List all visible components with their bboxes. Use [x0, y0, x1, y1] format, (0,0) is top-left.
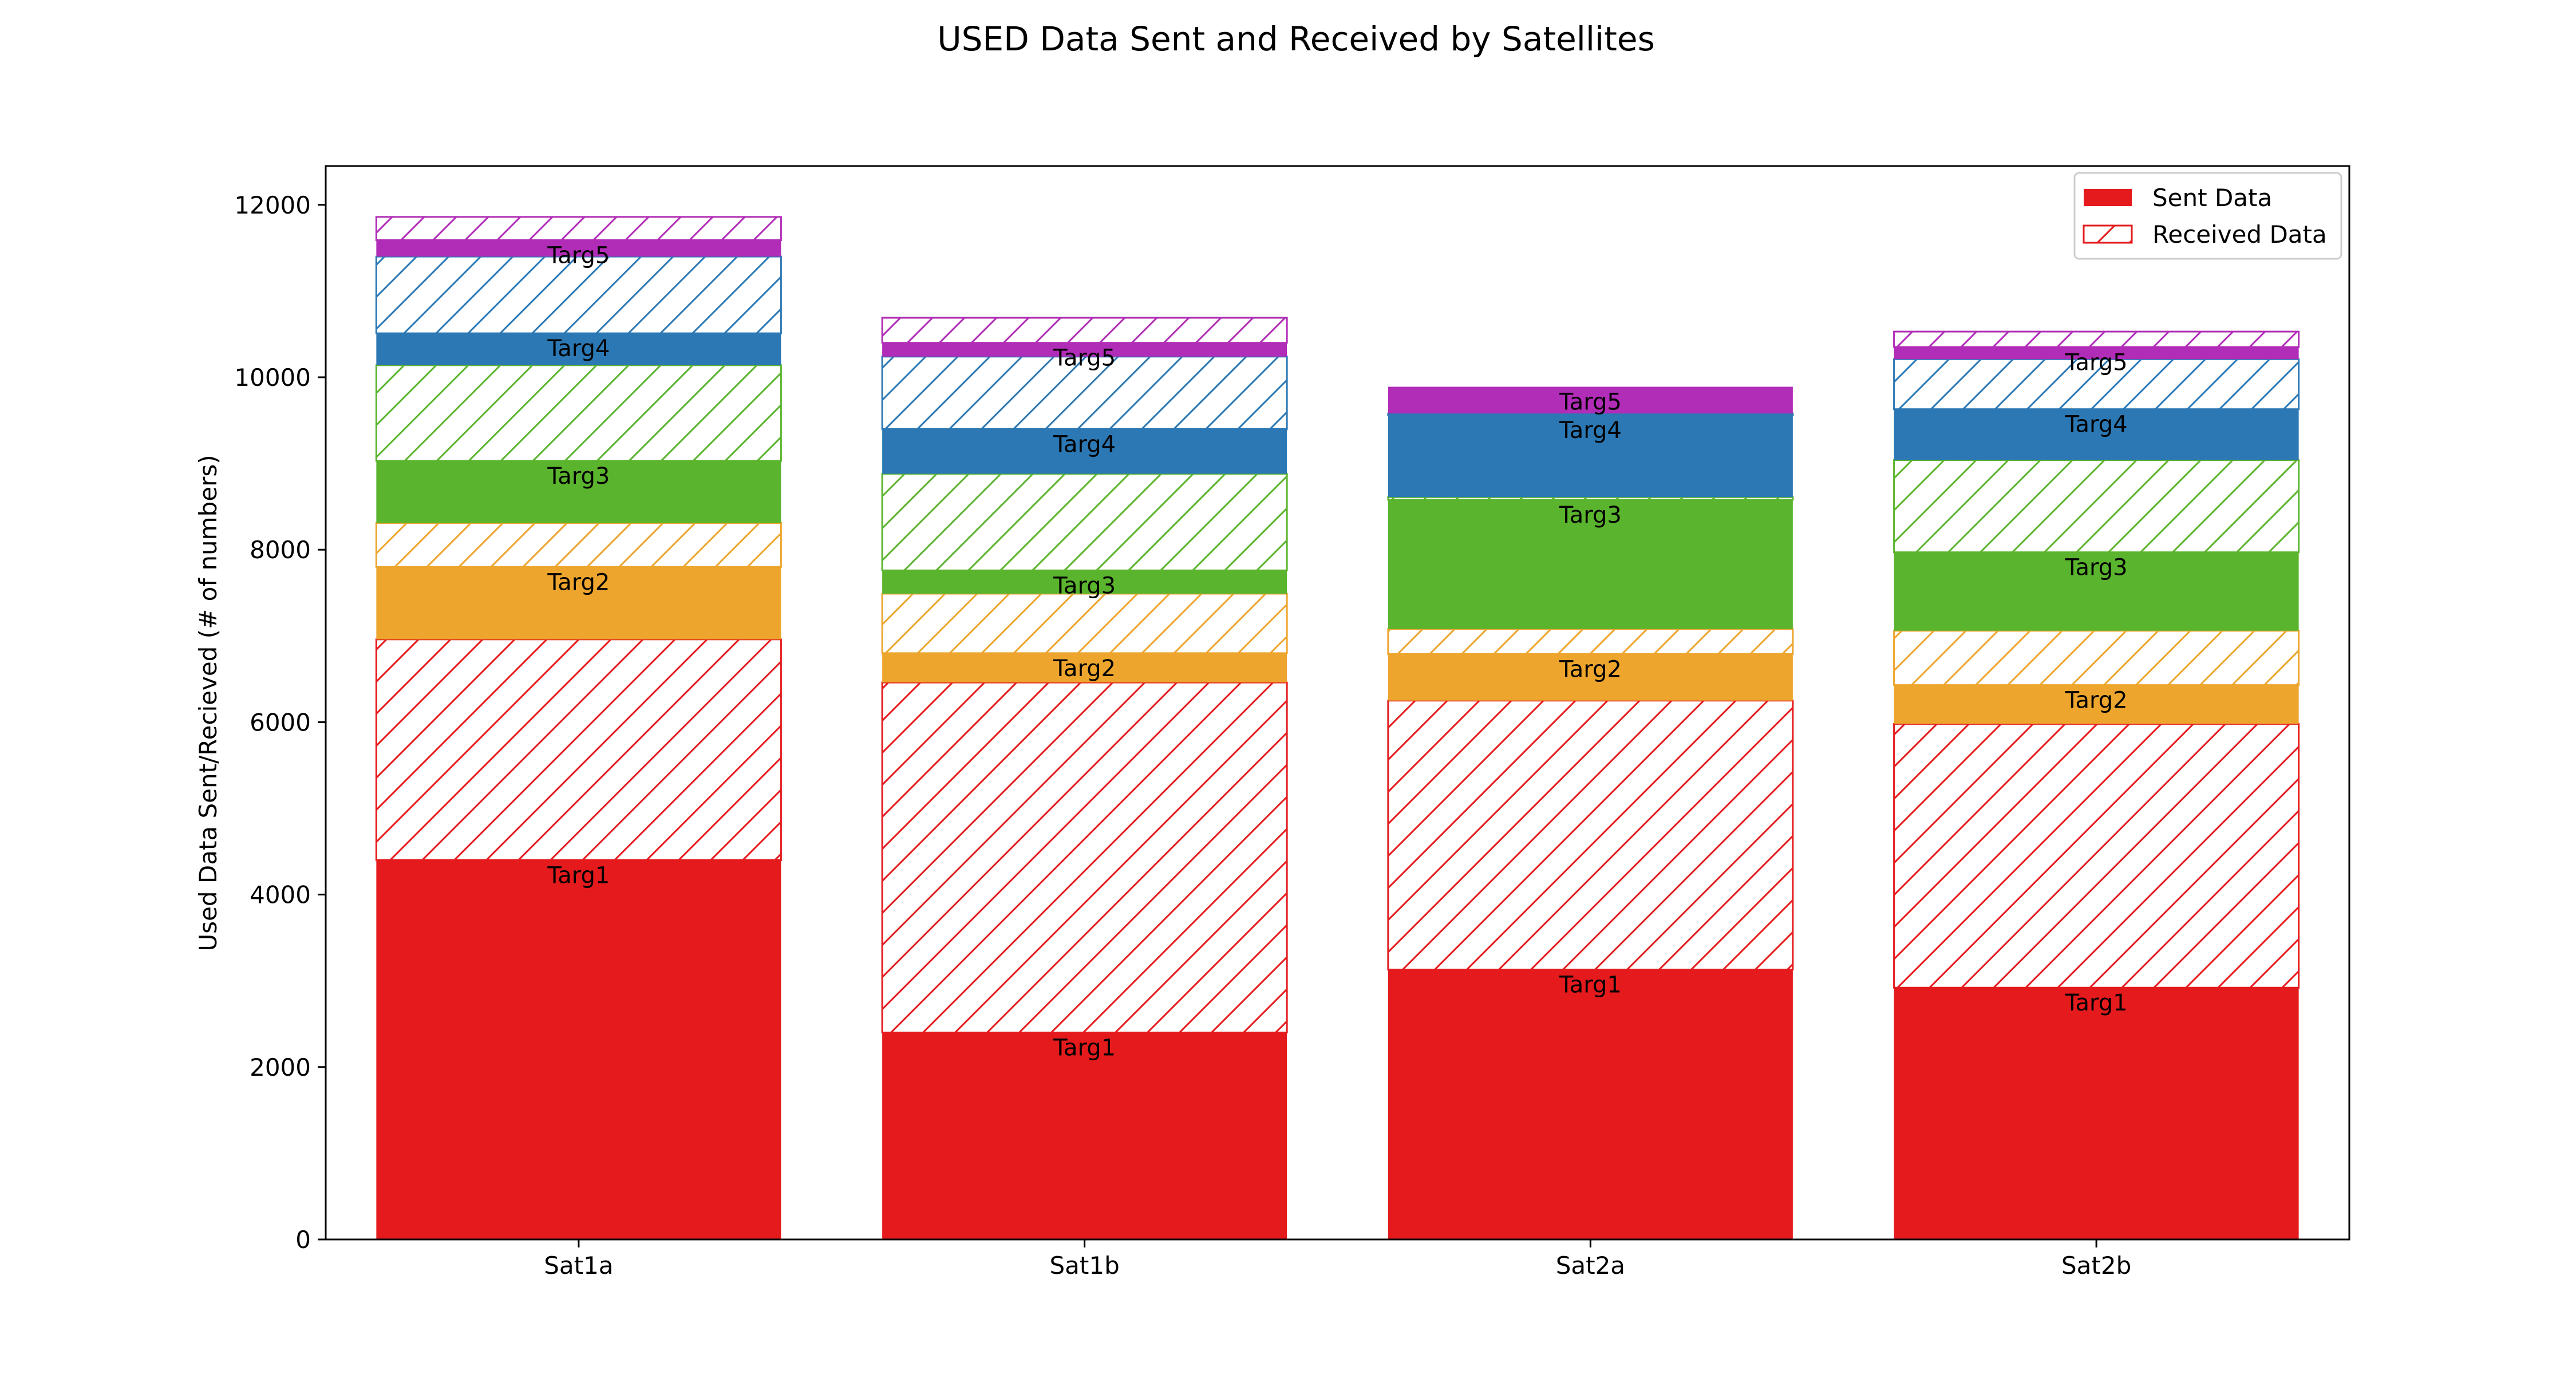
y-tick-label-0: 0 [295, 1226, 311, 1254]
bar-sent-sat2a-targ3 [1388, 499, 1793, 629]
bar-received-sat1a-targ5 [375, 216, 782, 242]
y-tick-label-8000: 8000 [250, 536, 311, 564]
bar-sent-sat1a-targ3 [376, 461, 781, 523]
segment-label-sat1a-targ2: Targ2 [547, 569, 610, 595]
bar-sent-sat1a-targ4 [376, 333, 781, 365]
bar-sent-sat1b-targ2 [882, 653, 1287, 683]
x-tick-label-sat2a: Sat2a [1556, 1251, 1625, 1280]
segment-label-sat2b-targ5: Targ5 [2065, 349, 2128, 376]
segment-label-sat2b-targ1: Targ1 [2065, 990, 2128, 1016]
y-tick-label-4000: 4000 [250, 881, 311, 909]
bar-sent-sat2a-targ1 [1388, 969, 1793, 1239]
bar-received-sat1a-targ4 [375, 255, 782, 334]
bar-sent-sat2b-targ5 [1894, 347, 2299, 360]
bar-sent-sat2a-targ5 [1388, 386, 1793, 414]
segment-label-sat2b-targ3: Targ3 [2065, 555, 2128, 581]
bar-received-sat2b-targ3 [1893, 459, 2300, 554]
bar-received-sat1b-targ4 [881, 356, 1288, 430]
bar-received-sat2a-targ1 [1387, 700, 1794, 971]
bar-sent-sat2b-targ1 [1894, 988, 2299, 1239]
bar-sent-sat2a-targ2 [1388, 654, 1793, 701]
bars-layer [375, 216, 2300, 1239]
legend: Sent Data Received Data [2073, 172, 2342, 260]
segment-labels-layer: Targ1Targ2Targ3Targ4Targ5Targ1Targ2Targ3… [547, 243, 2127, 1061]
segment-label-sat2a-targ5: Targ5 [1559, 389, 1622, 416]
bar-received-sat2b-targ4 [1893, 358, 2300, 410]
bar-received-sat2b-targ5 [1893, 330, 2300, 348]
y-tick-label-2000: 2000 [250, 1053, 311, 1081]
bar-received-sat1a-targ1 [375, 638, 782, 861]
bar-received-sat2b-targ2 [1893, 630, 2300, 686]
bar-received-sat1a-targ2 [375, 522, 782, 568]
segment-label-sat2a-targ2: Targ2 [1559, 656, 1622, 682]
segment-label-sat2a-targ4: Targ4 [1559, 417, 1622, 444]
x-tick-label-sat1a: Sat1a [544, 1251, 613, 1280]
legend-box [2073, 172, 2342, 260]
legend-swatch-received [2083, 224, 2133, 244]
bar-sent-sat1b-targ5 [882, 342, 1287, 357]
x-tick-label-sat2b: Sat2b [2061, 1251, 2131, 1280]
legend-label-received: Received Data [2152, 220, 2327, 248]
bar-sent-sat1b-targ3 [882, 570, 1287, 594]
segment-label-sat2b-targ4: Targ4 [2065, 412, 2128, 438]
legend-swatch-sent [2084, 189, 2132, 206]
bar-received-sat1b-targ2 [881, 593, 1288, 654]
y-tick-label-12000: 12000 [234, 191, 311, 219]
bar-received-sat1b-targ1 [881, 681, 1288, 1034]
bar-sent-sat2b-targ3 [1894, 552, 2299, 631]
y-tick-label-6000: 6000 [250, 708, 311, 736]
segment-label-sat1a-targ5: Targ5 [547, 243, 610, 269]
segment-label-sat1b-targ4: Targ4 [1053, 431, 1116, 457]
bar-sent-sat1a-targ5 [376, 240, 781, 257]
bar-received-sat2a-targ2 [1387, 628, 1794, 655]
bar-sent-sat1a-targ1 [376, 860, 781, 1239]
bar-sent-sat2b-targ2 [1894, 685, 2299, 724]
segment-label-sat1b-targ2: Targ2 [1053, 656, 1116, 682]
y-axis-label: Used Data Sent/Recieved (# of numbers) [194, 455, 222, 951]
legend-label-sent: Sent Data [2152, 184, 2272, 212]
segment-label-sat1a-targ4: Targ4 [547, 335, 610, 362]
y-tick-label-10000: 10000 [234, 364, 311, 392]
segment-label-sat1b-targ1: Targ1 [1053, 1035, 1116, 1061]
bar-sent-sat1b-targ1 [882, 1032, 1287, 1239]
segment-label-sat1a-targ3: Targ3 [547, 463, 610, 489]
segment-label-sat2a-targ3: Targ3 [1559, 502, 1622, 528]
bar-sent-sat2b-targ4 [1894, 409, 2299, 460]
bar-sent-sat2a-targ4 [1388, 415, 1793, 498]
y-axis: 0 2000 4000 6000 8000 10000 12000 [234, 191, 326, 1254]
bar-sent-sat1b-targ4 [882, 429, 1287, 474]
chart-title: USED Data Sent and Received by Satellite… [937, 19, 1655, 58]
segment-label-sat2b-targ2: Targ2 [2065, 688, 2128, 714]
x-tick-label-sat1b: Sat1b [1050, 1251, 1120, 1280]
bar-received-sat2a-targ3 [1387, 496, 1794, 501]
plot-frame [325, 165, 2350, 1241]
bar-sent-sat1a-targ2 [376, 567, 781, 639]
segment-label-sat2a-targ1: Targ1 [1559, 972, 1622, 998]
bar-received-sat1b-targ5 [881, 317, 1288, 344]
bar-received-sat2b-targ1 [1893, 722, 2300, 989]
x-axis: Sat1a Sat1b Sat2a Sat2b [544, 1239, 2131, 1280]
segment-label-sat1b-targ3: Targ3 [1053, 572, 1116, 599]
segment-label-sat1b-targ5: Targ5 [1053, 345, 1116, 372]
bar-received-sat1a-targ3 [375, 364, 782, 462]
segment-label-sat1a-targ1: Targ1 [547, 862, 610, 889]
bar-received-sat1b-targ3 [881, 473, 1288, 571]
